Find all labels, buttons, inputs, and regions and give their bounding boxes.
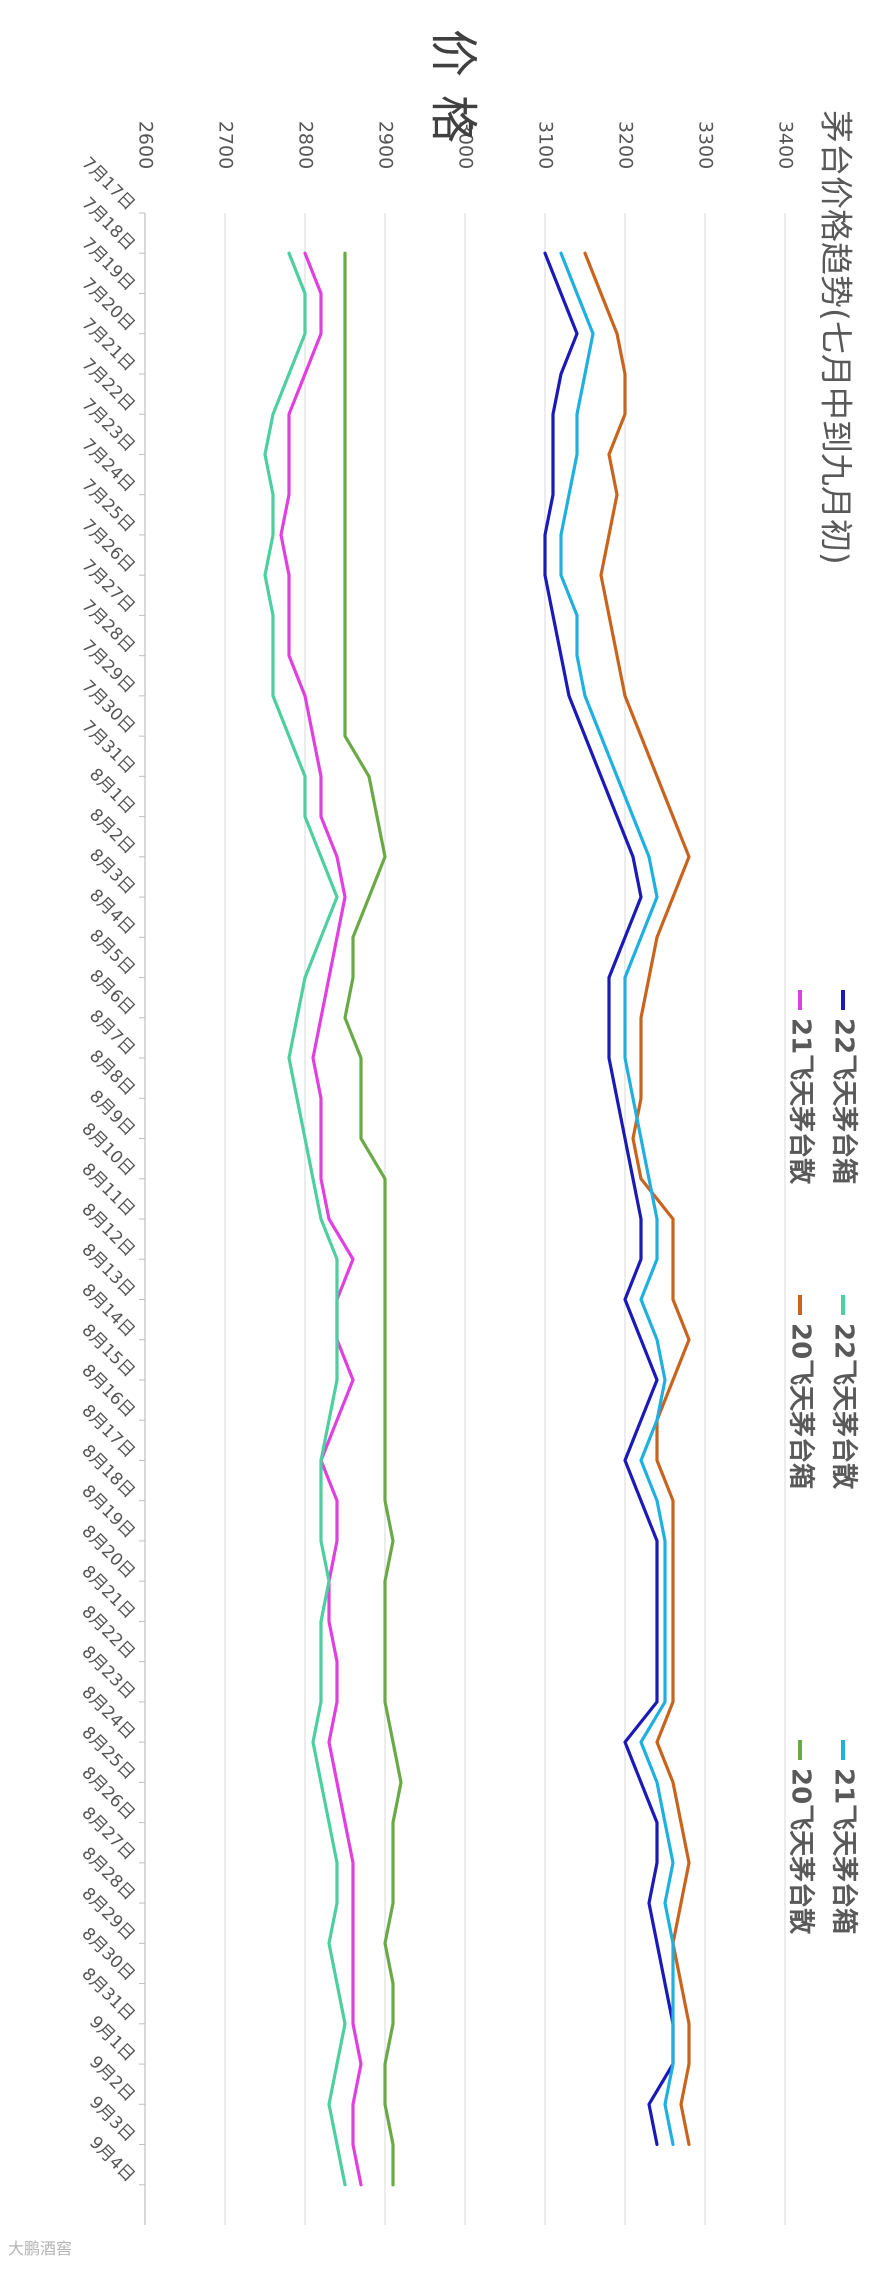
category-tick-label: 9月4日 <box>85 2133 138 2186</box>
labels: 2600 2700 2800 2900 3000 3100 3200 3300 34007月17… <box>77 29 856 2186</box>
legend-label-5: 21飞天茅台箱 <box>829 1768 860 1934</box>
legend-label-3: 22飞天茅台散 <box>829 1323 860 1489</box>
value-tick-label: 2700 <box>215 121 237 169</box>
value-axis-title: 价格 <box>425 29 481 161</box>
series-line-5 <box>559 251 675 2147</box>
value-tick-label: 3400 <box>775 121 797 169</box>
series-line-4 <box>583 251 691 2147</box>
legend-label-2: 21飞天茅台散 <box>786 1018 817 1184</box>
watermark-text: 大鹏酒窖 <box>8 2239 73 2258</box>
value-tick-label: 2800 <box>295 121 317 169</box>
axes <box>139 212 146 2225</box>
legend-label-1: 22飞天茅台箱 <box>829 1018 860 1184</box>
series-line-1 <box>543 251 675 2147</box>
grid-lines <box>144 213 786 2225</box>
value-tick-label: 2600 <box>135 121 157 169</box>
value-tick-label: 2900 <box>375 121 397 169</box>
legend-label-4: 20飞天茅台箱 <box>786 1323 817 1489</box>
value-tick-label: 3200 <box>615 121 637 169</box>
series-line-2 <box>279 251 363 2187</box>
chart-title: 茅台价格趋势(七月中到九月初) <box>817 110 856 565</box>
legend: 22飞天茅台箱 22飞天茅台散 21飞天茅台箱 21飞天茅台散 20飞天茅台箱 20飞天茅… <box>786 990 860 1934</box>
value-tick-label: 3100 <box>535 121 557 169</box>
series-lines <box>263 251 691 2187</box>
value-tick-label: 3300 <box>695 121 717 169</box>
series-line-6 <box>343 251 403 2187</box>
series-line-3 <box>263 251 347 2187</box>
legend-label-6: 20飞天茅台散 <box>786 1768 817 1934</box>
value-tick-label: 3000 <box>455 121 477 169</box>
